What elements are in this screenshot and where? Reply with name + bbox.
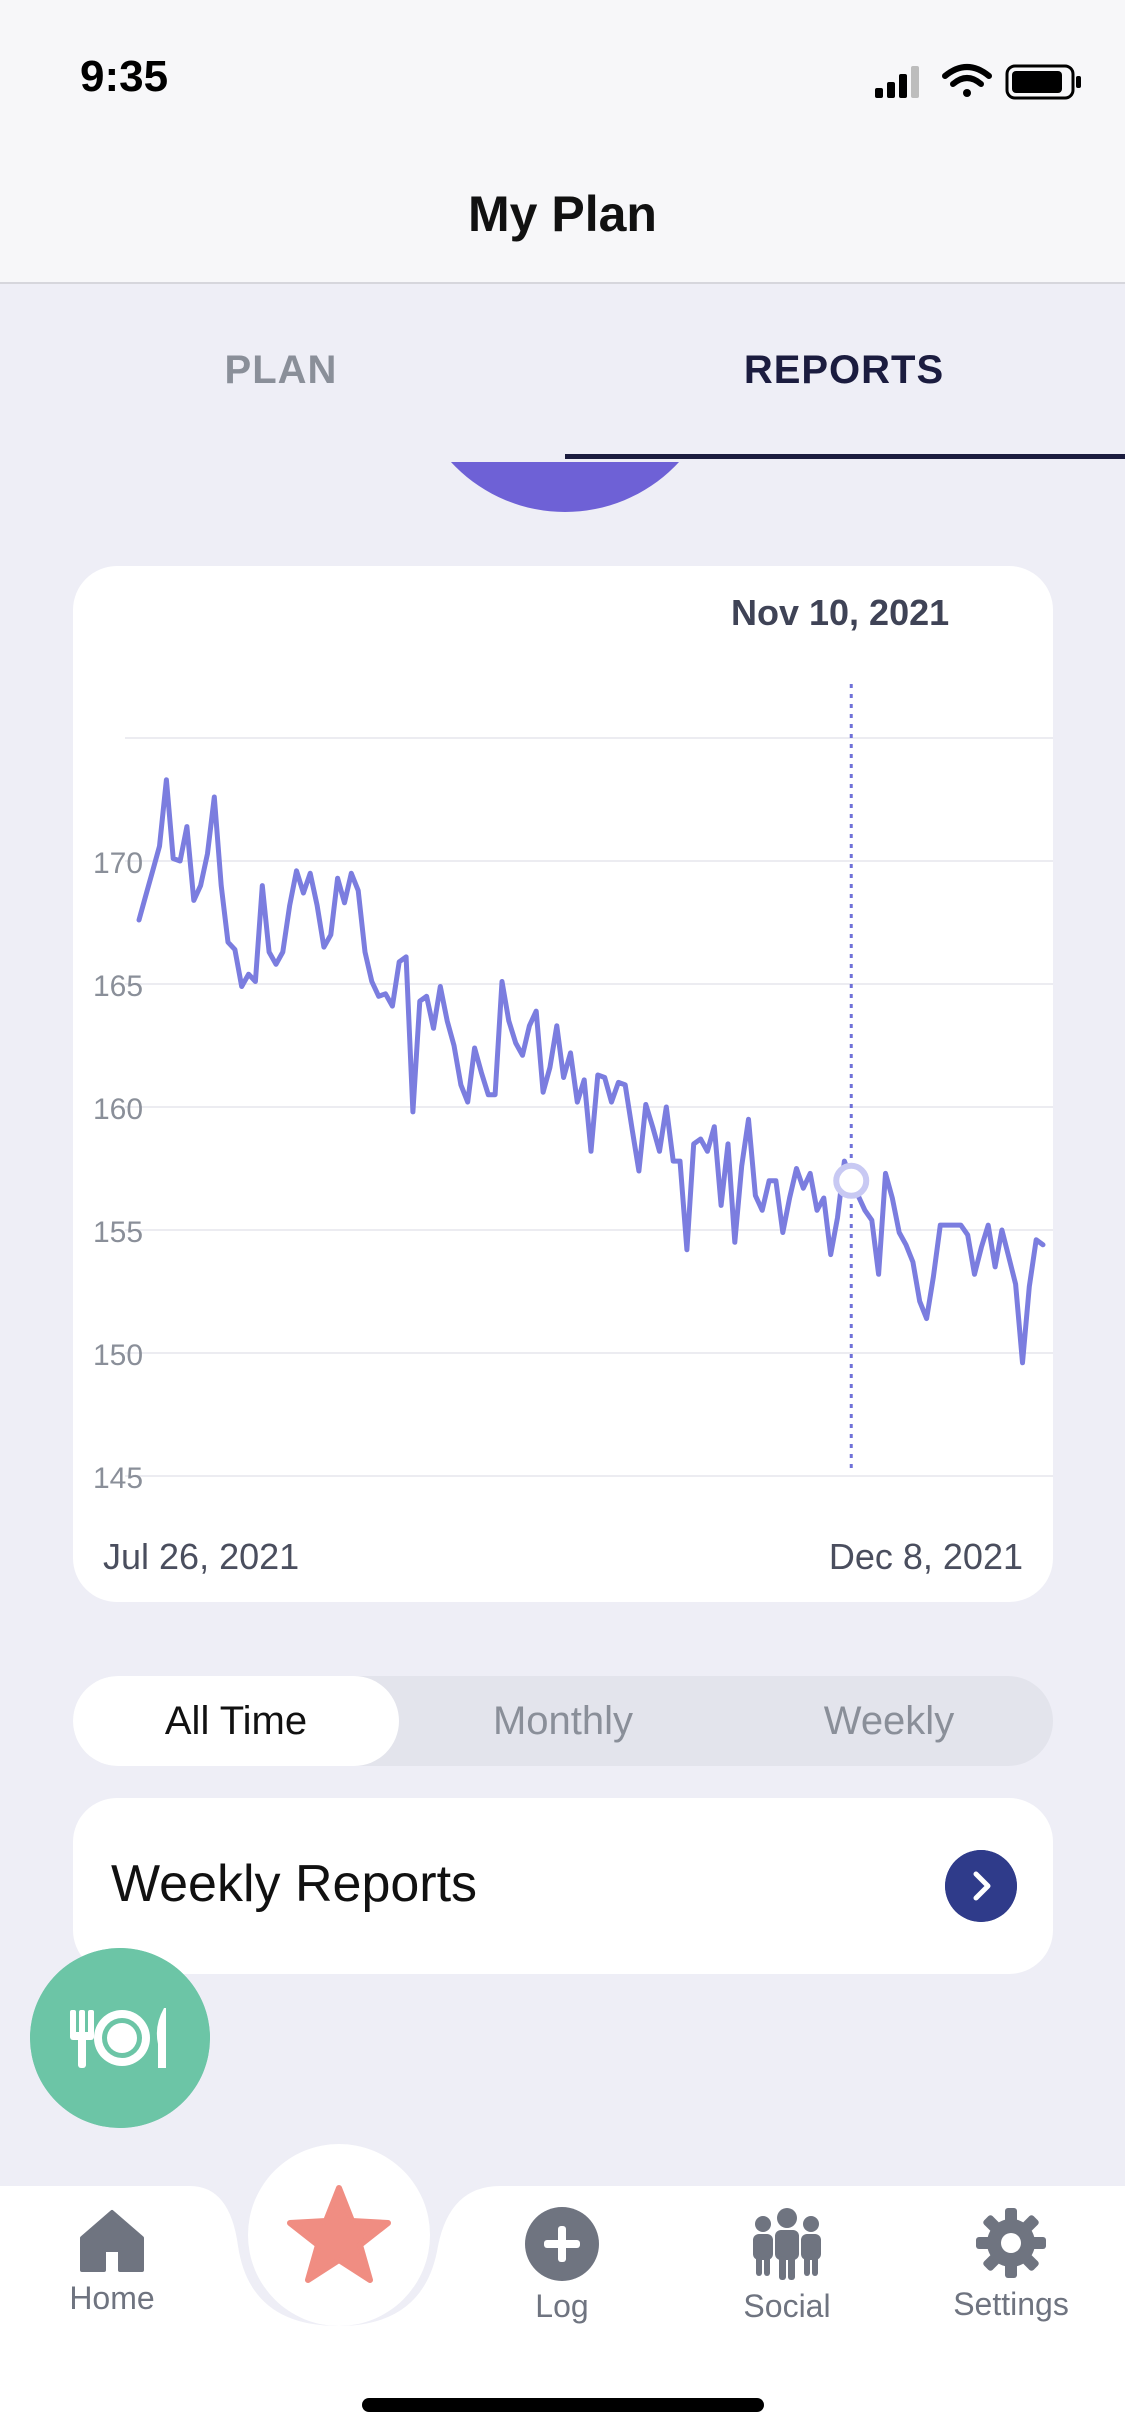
cellular-signal-icon [875, 66, 919, 98]
weight-line-chart[interactable]: 170 165 160 155 150 145 [73, 566, 1053, 1602]
y-tick-label: 155 [93, 1216, 143, 1249]
tab-bar-background [0, 2186, 1125, 2436]
star-icon [287, 2185, 391, 2283]
x-axis-end-label: Dec 8, 2021 [828, 1536, 1023, 1577]
y-tick-label: 145 [93, 1462, 143, 1495]
nav-social[interactable]: Social [697, 2206, 877, 2325]
home-icon [80, 2210, 144, 2272]
plus-circle-icon [525, 2207, 599, 2281]
nav-header: My Plan [0, 150, 1125, 284]
segment-weekly[interactable]: Weekly [823, 1699, 955, 1743]
nav-settings-label: Settings [953, 2286, 1069, 2322]
tab-bar-top: PLAN REPORTS [0, 284, 1125, 464]
page-title: My Plan [468, 186, 657, 242]
x-axis-start-label: Jul 26, 2021 [103, 1536, 300, 1577]
segment-monthly[interactable]: Monthly [492, 1699, 634, 1743]
selected-date-label: Nov 10, 2021 [731, 592, 950, 633]
meal-log-button[interactable] [30, 1948, 210, 2128]
tab-active-indicator [565, 454, 1125, 459]
nav-home-label: Home [69, 2280, 155, 2316]
y-tick-label: 160 [93, 1093, 143, 1126]
status-icons [875, 64, 1081, 100]
weekly-reports-label: Weekly Reports [111, 1855, 478, 1913]
y-tick-label: 150 [93, 1339, 143, 1372]
bottom-tab-bar [0, 2186, 1125, 2436]
people-icon [753, 2208, 821, 2280]
gear-icon [976, 2208, 1046, 2278]
status-time: 9:35 [80, 52, 169, 101]
y-tick-label: 170 [93, 847, 143, 880]
selected-point-marker[interactable] [833, 1162, 870, 1199]
y-tick-label: 165 [93, 970, 143, 1003]
tab-plan[interactable]: PLAN [224, 348, 338, 392]
nav-settings[interactable]: Settings [921, 2206, 1101, 2323]
status-bar: 9:35 [0, 0, 1125, 150]
chevron-right-icon[interactable] [945, 1850, 1017, 1922]
weight-series-line [136, 777, 1046, 1366]
nav-log[interactable]: Log [472, 2206, 652, 2325]
nav-log-label: Log [535, 2288, 589, 2324]
star-button[interactable] [248, 2144, 430, 2326]
tab-reports[interactable]: REPORTS [743, 348, 945, 392]
nav-social-label: Social [743, 2288, 831, 2324]
progress-arc-decoration [410, 462, 720, 512]
segment-all-time[interactable]: All Time [73, 1676, 399, 1766]
wifi-icon [942, 64, 992, 97]
weekly-reports-row[interactable]: Weekly Reports [73, 1798, 1053, 1974]
plate-cutlery-icon [70, 2008, 166, 2068]
battery-icon [1005, 64, 1081, 100]
time-range-segmented-control: All Time Monthly Weekly [73, 1676, 1053, 1766]
nav-home[interactable]: Home [22, 2206, 202, 2317]
home-indicator [362, 2398, 764, 2412]
weight-chart-card[interactable]: 170 165 160 155 150 145 Nov 10, 2021 Jul 26, … [73, 566, 1053, 1602]
